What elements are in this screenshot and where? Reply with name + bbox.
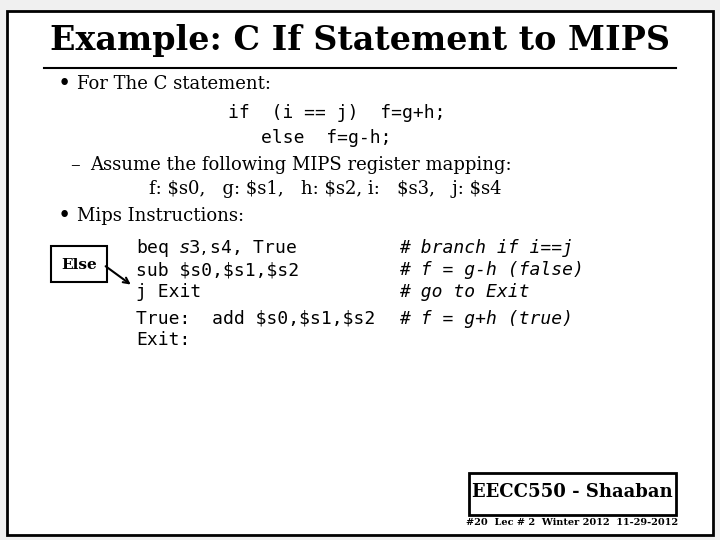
Text: EECC550 - Shaaban: EECC550 - Shaaban xyxy=(472,483,673,502)
Text: if  (i == j)  f=g+h;: if (i == j) f=g+h; xyxy=(228,104,446,123)
Text: j Exit: j Exit xyxy=(136,282,202,301)
Text: –: – xyxy=(71,156,80,174)
Text: else  f=g-h;: else f=g-h; xyxy=(261,129,392,147)
Text: For The C statement:: For The C statement: xyxy=(77,75,271,93)
Text: Mips Instructions:: Mips Instructions: xyxy=(77,207,244,225)
Text: Exit:: Exit: xyxy=(136,331,191,349)
Text: # f = g-h (false): # f = g-h (false) xyxy=(400,261,585,279)
Text: beq $s3,$s4, True: beq $s3,$s4, True xyxy=(136,238,297,259)
Text: •: • xyxy=(58,205,71,227)
FancyBboxPatch shape xyxy=(50,246,107,282)
FancyBboxPatch shape xyxy=(469,472,676,515)
Text: •: • xyxy=(58,73,71,94)
Text: Example: C If Statement to MIPS: Example: C If Statement to MIPS xyxy=(50,24,670,57)
Text: # go to Exit: # go to Exit xyxy=(400,282,530,301)
Text: # branch if i==j: # branch if i==j xyxy=(400,239,574,258)
Text: Else: Else xyxy=(60,258,96,272)
Text: Assume the following MIPS register mapping:: Assume the following MIPS register mappi… xyxy=(90,156,512,174)
Text: True:  add $s0,$s1,$s2: True: add $s0,$s1,$s2 xyxy=(136,309,376,328)
Text: #20  Lec # 2  Winter 2012  11-29-2012: #20 Lec # 2 Winter 2012 11-29-2012 xyxy=(467,518,678,527)
Text: sub $s0,$s1,$s2: sub $s0,$s1,$s2 xyxy=(136,261,300,279)
Text: f: $s0,   g: $s1,   h: $s2, i:   $s3,   j: $s4: f: $s0, g: $s1, h: $s2, i: $s3, j: $s4 xyxy=(150,180,502,198)
Text: # f = g+h (true): # f = g+h (true) xyxy=(400,309,574,328)
